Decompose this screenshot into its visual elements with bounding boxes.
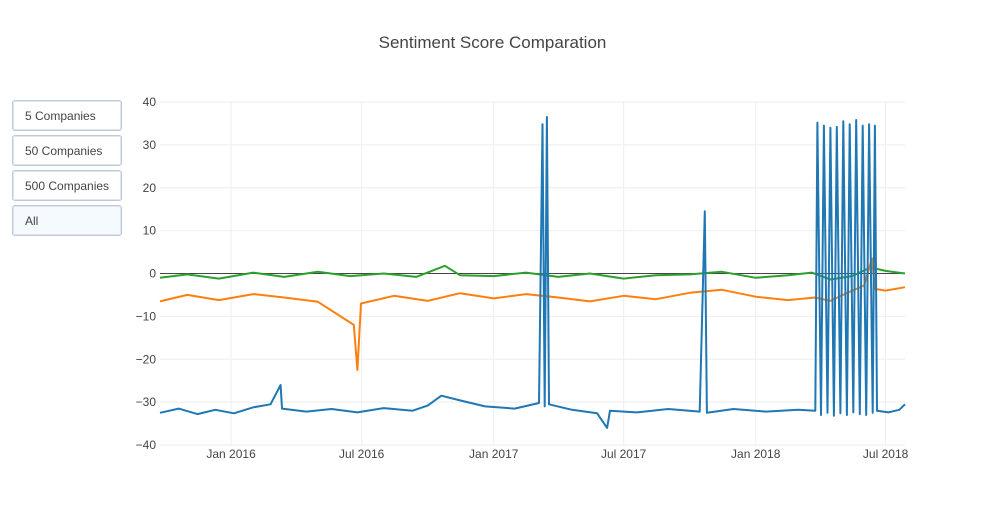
y-tick-label: 40 [143,95,157,109]
grid-layer [160,101,905,446]
series-line-3 [159,264,906,281]
y-tick-label: 30 [143,138,157,152]
x-tick-label: Jan 2016 [206,447,256,461]
update-menu: 5 Companies 50 Companies 500 Companies A… [12,100,122,240]
x-tick-label: Jan 2018 [731,447,781,461]
y-tick-label: 20 [143,181,157,195]
button-5-companies[interactable]: 5 Companies [12,100,122,131]
y-tick-label: −10 [136,309,157,323]
y-tick-label: −40 [136,438,157,452]
y-tick-label: 0 [149,267,156,281]
y-tick-label: −30 [136,395,157,409]
button-500-companies[interactable]: 500 Companies [12,170,122,201]
x-tick-label: Jul 2017 [601,447,647,461]
button-50-companies[interactable]: 50 Companies [12,135,122,166]
axis-label-layer: −40 −30 −20 −10 0 10 20 30 40 Jan 2016 Jul 2016 Jan… [136,95,909,461]
series-line-1 [159,116,906,429]
chart-title: Sentiment Score Comparation [378,33,607,52]
y-tick-label: −20 [136,352,157,366]
series-layer [159,116,906,429]
x-tick-label: Jul 2016 [339,447,385,461]
y-tick-label: 10 [143,224,157,238]
x-tick-label: Jul 2018 [863,447,909,461]
x-tick-label: Jan 2017 [469,447,519,461]
button-all[interactable]: All [12,205,122,236]
